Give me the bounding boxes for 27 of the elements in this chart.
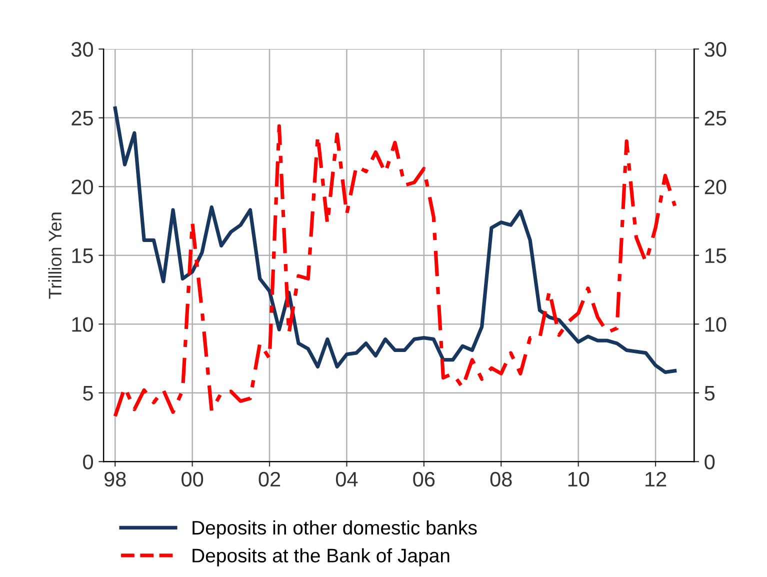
y-tick-label: 0: [83, 454, 94, 470]
y2-tick-label: 5: [704, 386, 715, 401]
y-axis-title: Trillion Yen: [48, 212, 62, 299]
y-tick-label: 15: [72, 248, 93, 264]
x-tick-label: 06: [413, 472, 435, 487]
x-tick-label: 08: [490, 472, 512, 487]
y-tick-label: 5: [83, 386, 93, 401]
y2-tick-label: 10: [705, 317, 726, 332]
x-tick-label: 10: [568, 472, 590, 487]
legend-label: Deposits in other domestic banks: [192, 520, 477, 538]
y2-tick-label: 0: [704, 454, 715, 470]
y-tick-label: 30: [71, 42, 94, 57]
x-tick-label: 98: [104, 472, 126, 487]
y2-tick-label: 20: [704, 180, 726, 194]
y-tick-label: 10: [72, 317, 94, 332]
x-tick-label: 00: [182, 472, 204, 487]
x-tick-label: 04: [336, 472, 358, 487]
y-tick-label: 25: [72, 110, 93, 126]
line-series: [113, 124, 677, 418]
line-series: [113, 106, 677, 374]
y2-tick-label: 15: [705, 248, 726, 264]
y-tick-label: 20: [72, 180, 94, 194]
y2-tick-label: 25: [704, 110, 726, 126]
x-tick-label: 12: [646, 472, 666, 486]
legend-label: Deposits at the Bank of Japan: [192, 548, 450, 566]
x-tick-label: 02: [258, 472, 280, 487]
y2-tick-label: 30: [704, 42, 726, 57]
